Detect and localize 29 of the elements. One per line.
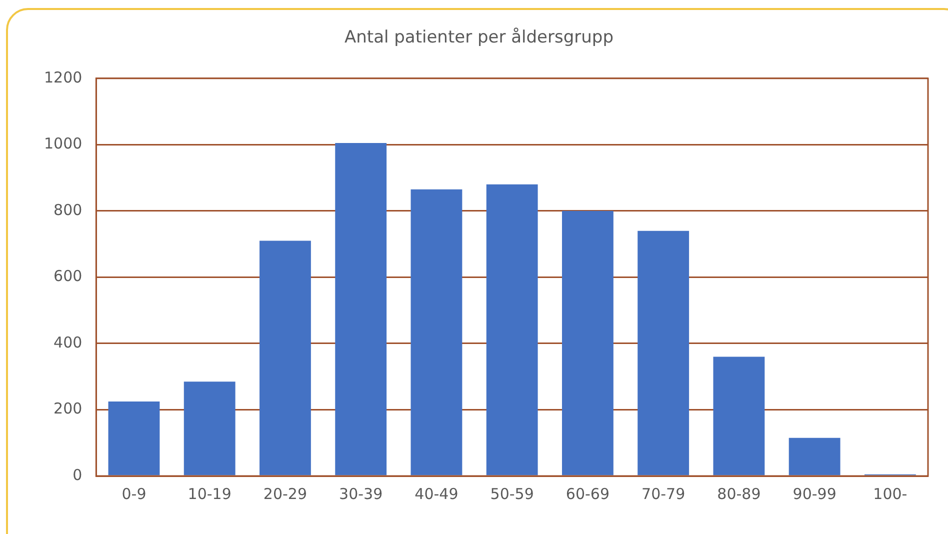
bar bbox=[410, 189, 462, 476]
x-tick-label: 90-99 bbox=[792, 484, 836, 503]
x-tick-label: 50-59 bbox=[490, 484, 534, 503]
bar bbox=[713, 356, 765, 476]
bar bbox=[335, 143, 387, 476]
x-tick-label: 60-69 bbox=[566, 484, 610, 503]
y-tick-label: 600 bbox=[54, 267, 82, 286]
y-tick-label: 1200 bbox=[44, 68, 82, 86]
y-tick-label: 800 bbox=[54, 200, 82, 219]
x-tick-label: 10-19 bbox=[188, 484, 232, 503]
x-tick-label: 70-79 bbox=[642, 484, 686, 503]
x-tick-label: 100- bbox=[873, 484, 908, 503]
x-tick-label: 20-29 bbox=[263, 484, 308, 503]
y-tick-label: 0 bbox=[72, 466, 82, 484]
chart-title: Antal patienter per åldersgrupp bbox=[344, 28, 614, 48]
y-tick-label: 200 bbox=[54, 400, 82, 418]
bar bbox=[486, 184, 538, 476]
y-tick-label: 400 bbox=[54, 333, 82, 352]
x-tick-label: 80-89 bbox=[717, 484, 761, 503]
bar bbox=[184, 382, 236, 476]
bar bbox=[260, 240, 311, 476]
bar bbox=[638, 230, 690, 476]
x-tick-label: 0-9 bbox=[122, 484, 146, 503]
x-tick-label: 30-39 bbox=[339, 484, 383, 503]
bar bbox=[108, 401, 160, 476]
y-tick-label: 1000 bbox=[44, 134, 82, 153]
bar bbox=[788, 438, 840, 476]
bar bbox=[562, 210, 614, 476]
x-tick-label: 40-49 bbox=[414, 484, 458, 503]
